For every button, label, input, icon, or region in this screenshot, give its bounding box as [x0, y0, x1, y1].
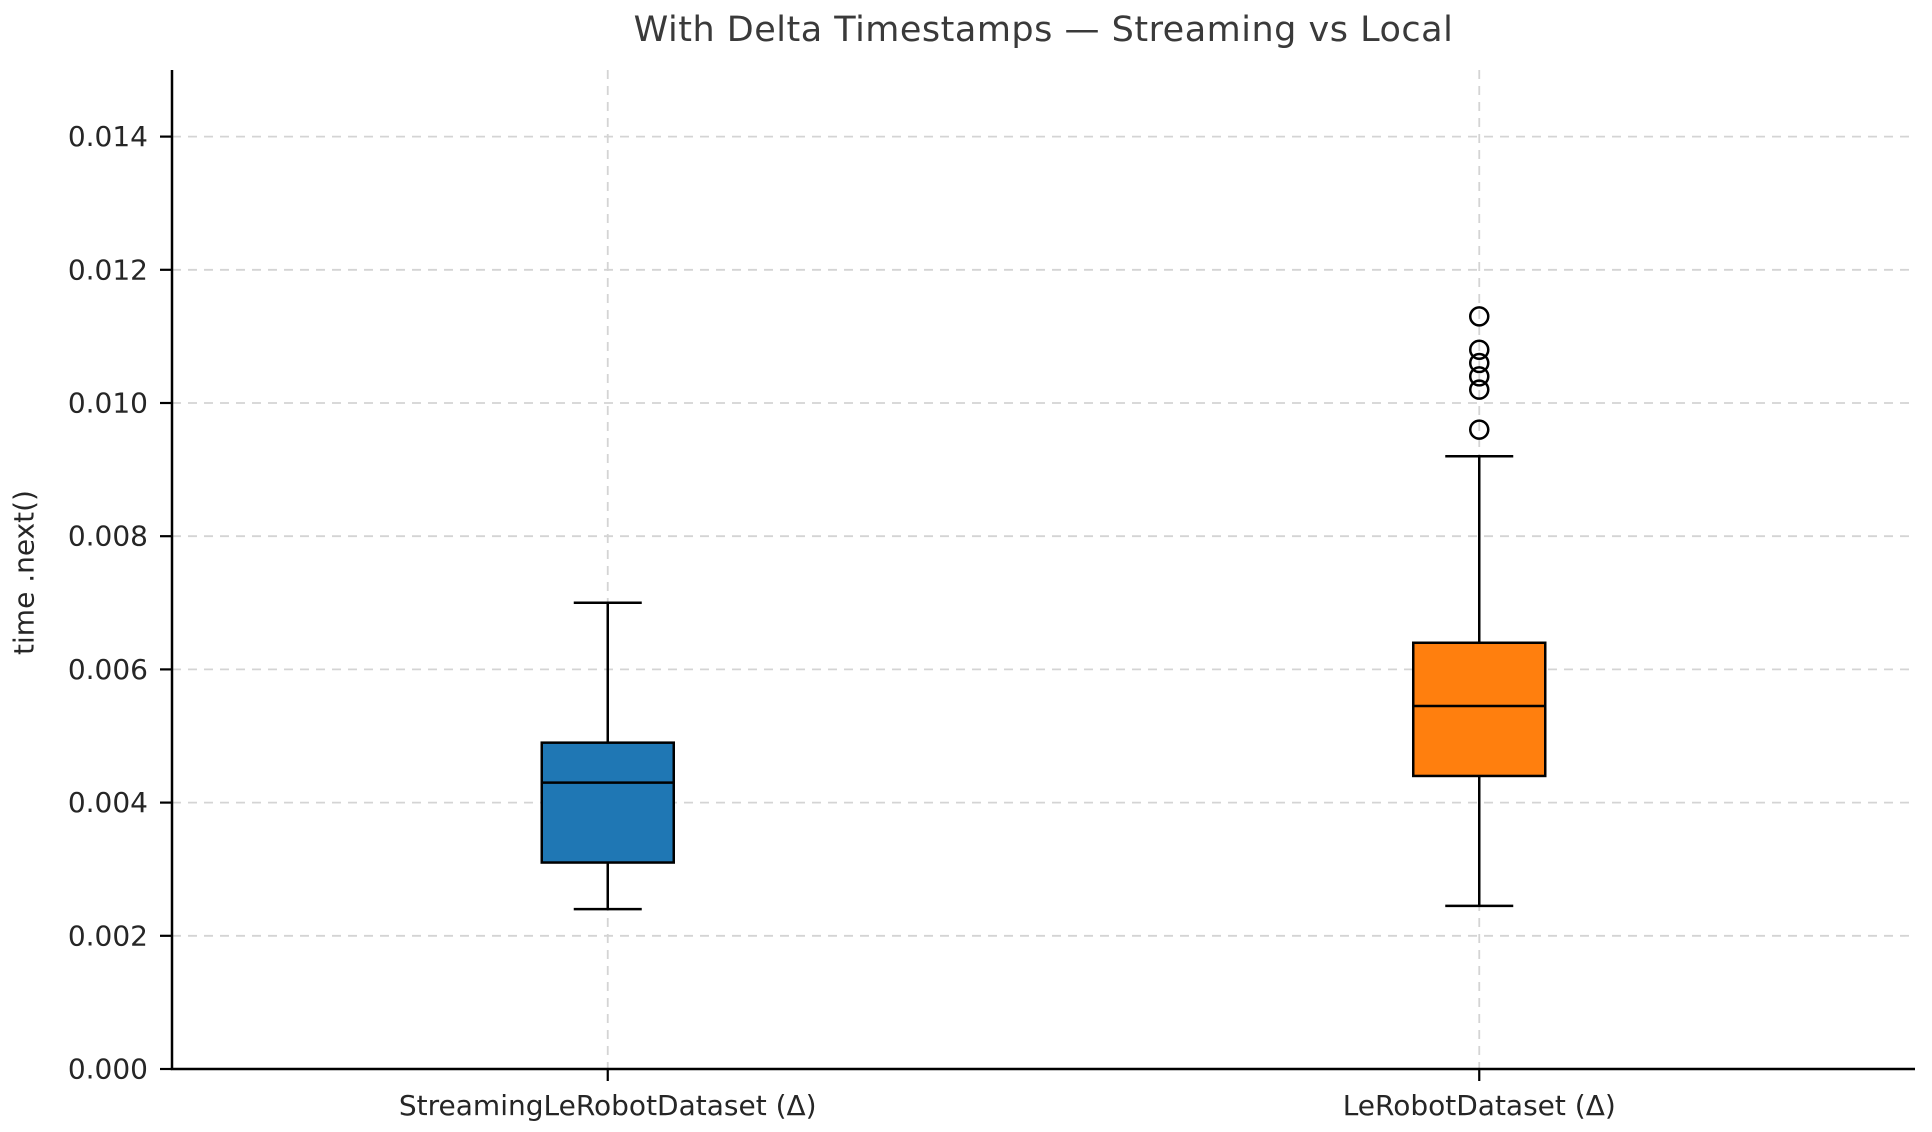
y-tick-label: 0.006 — [68, 653, 148, 686]
box-streaming — [542, 743, 674, 863]
box-local — [1413, 643, 1545, 776]
y-tick-label: 0.014 — [68, 120, 148, 153]
y-tick-label: 0.010 — [68, 387, 148, 420]
y-tick-label: 0.000 — [68, 1053, 148, 1086]
x-tick-label: StreamingLeRobotDataset (Δ) — [399, 1089, 817, 1122]
boxplot-canvas: 0.000 0.002 0.004 0.006 0.008 0.010 0.012 0.014… — [0, 0, 1932, 1132]
y-tick-label: 0.012 — [68, 253, 148, 286]
y-tick-label: 0.002 — [68, 919, 148, 952]
boxplot-figure: With Delta Timestamps — Streaming vs Loc… — [0, 0, 1932, 1132]
y-tick-label: 0.004 — [68, 786, 148, 819]
y-tick-label: 0.008 — [68, 520, 148, 553]
x-tick-label: LeRobotDataset (Δ) — [1343, 1089, 1616, 1122]
